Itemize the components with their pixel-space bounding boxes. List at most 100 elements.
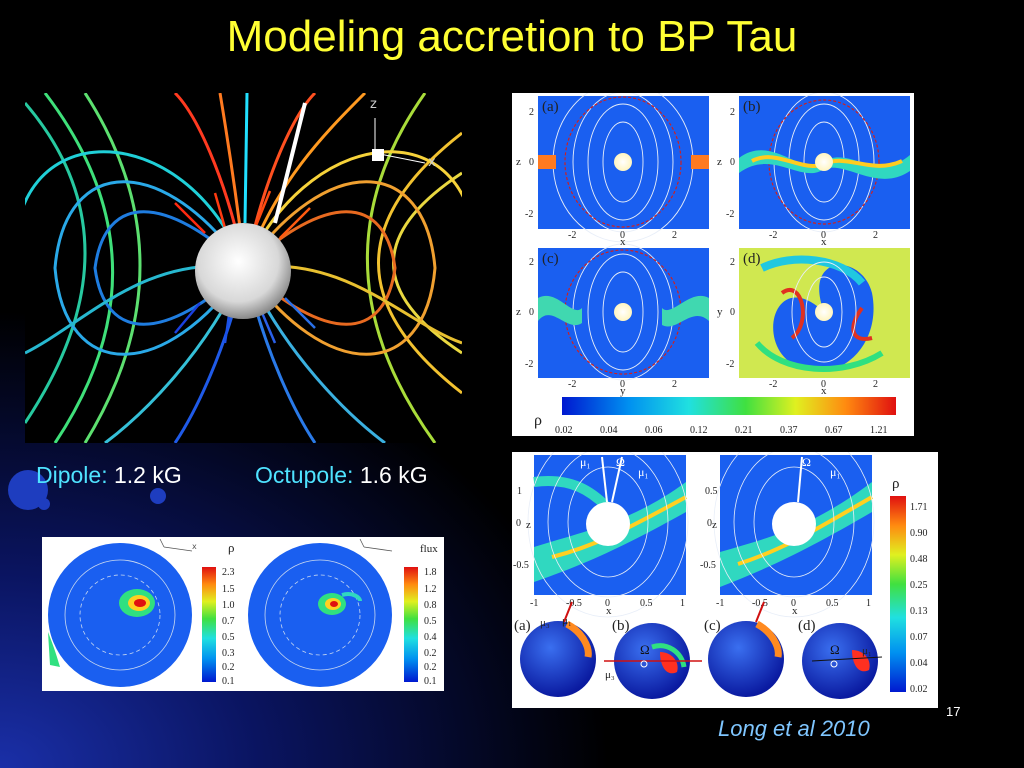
colorbar-tick: 0.25 bbox=[910, 580, 928, 591]
funnel-panel-left: μ₁ Ω μ₁ bbox=[527, 452, 689, 618]
axis-label: z bbox=[516, 306, 521, 318]
tick-label: 2 bbox=[529, 107, 534, 118]
sphere-b: (b) Ω μ₃ bbox=[604, 618, 702, 699]
spots-colorbar-right: flux 1.8 1.2 0.8 0.5 0.4 0.2 0.2 0.1 bbox=[404, 543, 438, 687]
tick-label: -2 bbox=[568, 230, 576, 241]
page-number: 17 bbox=[946, 704, 961, 719]
tick-label: 0 bbox=[620, 379, 625, 390]
tick-label: -2 bbox=[726, 209, 734, 220]
tick-label: 0.5 bbox=[826, 598, 839, 609]
hot-spot-disk-left: x bbox=[48, 538, 197, 687]
sphere-d: (d) Ω μ₁ bbox=[798, 618, 883, 699]
colorbar-tick: 0.02 bbox=[910, 684, 928, 695]
colorbar-tick: 0.1 bbox=[222, 676, 235, 687]
tick-label: 2 bbox=[730, 107, 735, 118]
tick-label: 0 bbox=[605, 598, 610, 609]
octupole-value: 1.6 kG bbox=[359, 462, 428, 488]
colorbar-tick: 0.8 bbox=[424, 600, 437, 611]
axis-label: x bbox=[821, 236, 827, 248]
axis-label: z bbox=[516, 156, 521, 168]
mu3-label: μ₃ bbox=[540, 617, 550, 629]
colorbar-tick: 0.7 bbox=[222, 616, 235, 627]
axis-x-label: x bbox=[428, 155, 436, 170]
tick-label: 0.5 bbox=[640, 598, 653, 609]
tick-label: 0 bbox=[529, 307, 534, 318]
disk-funnel-figure: μ₁ Ω μ₁ Ω μ₁ 1 0 -0.5 0.5 0 -0.5 -1 bbox=[512, 452, 938, 708]
colorbar-tick: 0.3 bbox=[222, 648, 235, 659]
tick-label: 0 bbox=[529, 157, 534, 168]
colorbar-tick: 0.5 bbox=[222, 632, 235, 643]
axis-triad: z x bbox=[370, 97, 436, 170]
tick-label: 2 bbox=[873, 230, 878, 241]
mu1-label: μ₁ bbox=[862, 645, 872, 657]
colorbar-tick: 0.12 bbox=[690, 425, 708, 436]
axis-label: y bbox=[717, 306, 723, 318]
colorbar-tick: 2.3 bbox=[222, 567, 235, 578]
colorbar-tick: 0.13 bbox=[910, 606, 928, 617]
axis-label: y bbox=[620, 385, 626, 397]
tick-label: 0 bbox=[821, 230, 826, 241]
tick-label: 0 bbox=[707, 518, 712, 529]
tick-label: 1 bbox=[680, 598, 685, 609]
sphere-a-label: (a) bbox=[514, 618, 531, 634]
colorbar-tick: 0.48 bbox=[910, 554, 928, 565]
citation-credit: Long et al 2010 bbox=[718, 716, 870, 741]
mu1-label: μ₁ bbox=[830, 465, 841, 479]
panel-c-label: (c) bbox=[542, 251, 559, 267]
colorbar-tick: 0.90 bbox=[910, 528, 928, 539]
sphere-d-label: (d) bbox=[798, 618, 816, 634]
colorbar-tick: 0.06 bbox=[645, 425, 663, 436]
tick-label: -0.5 bbox=[513, 560, 529, 571]
tick-label: 2 bbox=[873, 379, 878, 390]
dipole-value: 1.2 kG bbox=[114, 462, 182, 488]
colorbar-tick: 0.2 bbox=[424, 662, 437, 673]
field-lines-svg: z x bbox=[25, 93, 462, 443]
mu1-label: μ₁ bbox=[580, 455, 591, 469]
tick-label: -2 bbox=[525, 209, 533, 220]
axis-label: x bbox=[620, 236, 626, 248]
hot-spot-disk-right bbox=[248, 538, 393, 687]
colorbar-tick: 1.8 bbox=[424, 567, 437, 578]
omega-label: Ω bbox=[616, 455, 625, 469]
colorbar-symbol: flux bbox=[420, 543, 438, 555]
tick-label: 0 bbox=[730, 157, 735, 168]
tick-label: -0.5 bbox=[700, 560, 716, 571]
colorbar-tick: 0.5 bbox=[424, 616, 437, 627]
dipole-caption: Dipole: 1.2 kG bbox=[36, 462, 182, 489]
tick-label: -1 bbox=[530, 598, 538, 609]
omega-label: Ω bbox=[830, 642, 840, 657]
sim-colorbar: ρ 0.02 0.04 0.06 0.12 0.21 0.37 0.67 1.2… bbox=[534, 397, 896, 436]
panel-a-label: (a) bbox=[542, 99, 559, 115]
tick-label: 2 bbox=[672, 379, 677, 390]
tick-label: -2 bbox=[769, 230, 777, 241]
tick-label: 1 bbox=[517, 486, 522, 497]
tick-label: -0.5 bbox=[752, 598, 768, 609]
sphere-a: (a) μ₃ μ₁ bbox=[514, 601, 596, 697]
tick-label: 0 bbox=[730, 307, 735, 318]
octupole-label: Octupole: bbox=[255, 462, 354, 488]
colorbar-tick: 0.2 bbox=[424, 648, 437, 659]
colorbar-symbol: ρ bbox=[892, 476, 900, 492]
axis-label: x bbox=[792, 605, 798, 617]
tick-label: -2 bbox=[769, 379, 777, 390]
axis-label: z bbox=[526, 519, 531, 531]
mu1-label: μ₁ bbox=[638, 465, 649, 479]
tick-label: 0 bbox=[516, 518, 521, 529]
sim-panel-c: (c) bbox=[538, 243, 709, 381]
sim-panel-d: (d) bbox=[739, 248, 910, 378]
colorbar-tick: 0.67 bbox=[825, 425, 843, 436]
hot-spots-svg: x ρ 2.3 1.5 1.0 0.7 0.5 0.3 0.2 0 bbox=[48, 538, 438, 687]
colorbar-tick: 1.2 bbox=[424, 584, 437, 595]
colorbar-tick: 0.02 bbox=[555, 425, 573, 436]
star-sphere bbox=[195, 223, 291, 319]
decorative-dot bbox=[38, 498, 50, 510]
tick-label: 2 bbox=[529, 257, 534, 268]
omega-label: Ω bbox=[640, 642, 650, 657]
axis-label: x bbox=[606, 605, 612, 617]
panel-b-label: (b) bbox=[743, 99, 761, 115]
decorative-dot bbox=[150, 488, 166, 504]
tick-label: -2 bbox=[525, 359, 533, 370]
tick-label: -1 bbox=[716, 598, 724, 609]
sim-panel-a: (a) bbox=[538, 93, 709, 243]
colorbar-tick: 0.04 bbox=[600, 425, 618, 436]
